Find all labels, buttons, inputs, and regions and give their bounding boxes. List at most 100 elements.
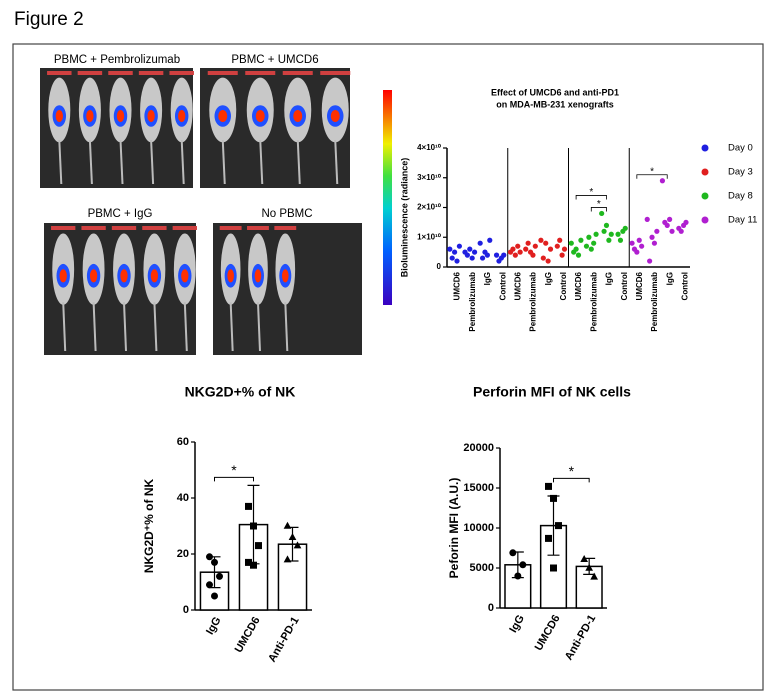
point [493,252,500,258]
point [678,228,684,234]
x-tick-label: Pembrolizumab [650,272,659,332]
chart-title: NKG2D+% of NK [185,384,296,400]
panel-label: PBMC + UMCD6 [231,54,318,66]
point [634,249,640,255]
tag [111,226,137,230]
signal [330,110,340,122]
point [216,572,223,580]
x-tick-label: IgG [544,272,553,285]
y-axis-label: Peforin MFI (A.U.) [447,478,461,579]
point [519,561,527,569]
figure-label: Figure 2 [14,9,84,30]
y-tick-label: 40 [177,492,189,504]
point [622,225,628,231]
x-tick-label: IgG [605,272,614,285]
point [654,228,660,234]
tag [219,226,242,230]
tag [81,226,106,230]
y-tick-label: 3×10¹⁰ [417,173,442,182]
sig-star: * [650,166,654,177]
point [469,255,475,261]
point [590,572,599,580]
point [447,246,453,252]
point [525,240,531,246]
point [523,246,529,252]
tag [282,71,313,75]
signal [178,110,186,122]
point [509,549,517,557]
panel-label: PBMC + IgG [88,208,153,220]
x-tick-label: UMCD6 [513,271,522,300]
sig-bracket [214,476,254,482]
signal [293,110,303,122]
legend-label: Day 3 [728,167,753,178]
point [211,592,218,600]
point [512,252,518,258]
y-tick-label: 5000 [470,562,494,574]
point [540,255,546,261]
signal [181,269,189,283]
sig-star: * [597,199,601,210]
y-tick-label: 1×10¹⁰ [417,232,442,241]
point [683,219,689,225]
signal [218,110,228,122]
point [206,553,213,561]
point [585,563,594,571]
point [606,237,612,243]
point [250,522,257,530]
point [487,237,493,243]
point [451,249,458,255]
panel-label: PBMC + Pembrolizumab [54,54,180,66]
point [559,252,565,258]
x-tick-label: Anti-PD-1 [563,613,598,662]
signal [227,269,234,283]
signal [147,110,155,122]
sig-bracket [590,207,607,212]
sig-bracket [636,174,668,179]
point [467,246,473,252]
imaging-panels [40,68,362,355]
signal [255,110,265,122]
x-tick-label: Control [559,272,568,300]
point [586,234,592,240]
x-tick-label: Control [498,272,507,300]
tail [62,302,67,352]
point [601,228,607,234]
point [250,561,257,569]
point [510,246,516,252]
point [464,252,470,258]
legend-label: Day 8 [728,191,753,202]
point [644,216,650,222]
tail [123,302,127,352]
point [538,237,544,243]
bar [199,571,230,611]
point [517,249,523,255]
point [667,216,673,222]
signal [254,269,262,283]
point [617,237,624,243]
point [245,558,252,566]
point [454,258,460,264]
tail [88,139,93,185]
x-tick-label: UMCD6 [574,271,583,300]
signal [150,269,159,283]
point [636,237,642,243]
legend-swatch [701,168,709,176]
tail [221,139,226,185]
tag [47,71,72,75]
point [547,246,554,252]
point [555,522,562,530]
y-tick-label: 10000 [463,522,494,534]
tail [180,139,185,185]
point [514,572,522,580]
legend-swatch [701,144,709,152]
x-tick-label: Pembrolizumab [468,272,477,332]
point [588,246,594,252]
point [245,502,252,510]
point [615,231,621,237]
point [599,210,605,217]
tail [259,139,264,185]
tag [77,71,103,75]
x-tick-label: Pembrolizumab [529,272,538,332]
